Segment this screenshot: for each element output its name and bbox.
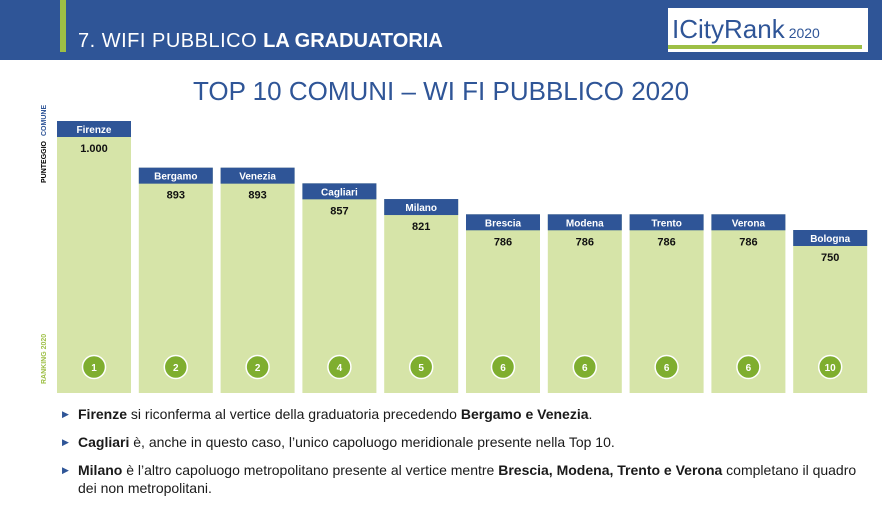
bar-city-label: Venezia bbox=[239, 172, 276, 183]
bullet-text: è, anche in questo caso, l’unico capoluo… bbox=[129, 434, 615, 450]
bullet-list: ▶ Firenze si riconferma al vertice della … bbox=[62, 405, 862, 507]
axis-label-ranking: RANKING 2020 bbox=[41, 333, 48, 384]
section-title-label: LA GRADUATORIA bbox=[263, 30, 443, 52]
bar bbox=[57, 121, 131, 393]
bar-value-label: 786 bbox=[739, 236, 757, 248]
bar-city-label-bg bbox=[466, 214, 540, 231]
bullet-item: ▶ Milano è l’altro capoluogo metropolitan… bbox=[62, 461, 862, 497]
bar-city-label-bg bbox=[138, 167, 213, 184]
bar-value-label: 750 bbox=[821, 252, 839, 264]
bullet-text: si riconferma al vertice della graduator… bbox=[127, 406, 461, 422]
rank-label: 4 bbox=[337, 363, 343, 374]
rank-label: 6 bbox=[746, 363, 752, 374]
rank-circle bbox=[817, 354, 843, 380]
section-title: 7. WIFI PUBBLICO LA GRADUATORIA bbox=[78, 30, 443, 53]
rank-label: 6 bbox=[582, 363, 588, 374]
rank-circle bbox=[408, 354, 434, 380]
rank-label: 2 bbox=[255, 363, 261, 374]
brand-logo-box bbox=[668, 8, 868, 52]
bullet-text: Milano bbox=[78, 462, 123, 478]
bar-city-label-bg bbox=[711, 214, 786, 231]
rank-circle bbox=[490, 354, 516, 380]
rank-circle bbox=[81, 354, 107, 380]
rank-label: 5 bbox=[418, 363, 424, 374]
bar-value-label: 893 bbox=[167, 190, 185, 202]
header-accent-line bbox=[60, 0, 66, 52]
rank-circle bbox=[654, 354, 679, 380]
bar-value-label: 786 bbox=[576, 236, 594, 248]
bullet-item: ▶ Cagliari è, anche in questo caso, l’uni… bbox=[62, 433, 862, 451]
bullet-text: Cagliari bbox=[78, 434, 130, 450]
bar-chart: Firenze 1.000 1 Bergamo 893 2 Venezia 893 2 Cagli… bbox=[57, 121, 868, 393]
rank-circle bbox=[245, 354, 270, 380]
rank-label: 1 bbox=[91, 363, 97, 374]
brand-year: 2020 bbox=[788, 25, 820, 41]
bar-city-label: Verona bbox=[732, 218, 766, 229]
bar-city-label-bg bbox=[302, 183, 377, 200]
rank-circle bbox=[163, 354, 189, 380]
section-number-label: 7. WIFI PUBBLICO bbox=[78, 30, 258, 52]
bar-value-label: 1.000 bbox=[80, 143, 108, 155]
brand-underline bbox=[668, 45, 862, 49]
rank-circle bbox=[572, 354, 598, 380]
bar-city-label: Trento bbox=[651, 218, 682, 229]
bar-value-label: 786 bbox=[657, 236, 675, 248]
bullet-text: . bbox=[588, 406, 593, 422]
rank-label: 2 bbox=[173, 363, 179, 374]
rank-label: 10 bbox=[825, 363, 837, 374]
bar-value-label: 786 bbox=[494, 236, 512, 248]
bar-city-label: Milano bbox=[405, 203, 437, 214]
bullet-item: ▶ Firenze si riconferma al vertice della … bbox=[62, 405, 862, 423]
slide-title: TOP 10 COMUNI – WI FI PUBBLICO 2020 bbox=[192, 76, 690, 106]
bullet-arrow-icon: ▶ bbox=[62, 409, 69, 419]
bullet-text: completano il quadro dei non metropolita… bbox=[78, 462, 857, 496]
rank-label: 6 bbox=[500, 363, 506, 374]
bar-city-label-bg bbox=[547, 214, 622, 231]
bar-city-label-bg bbox=[220, 167, 295, 184]
bar-city-label: Cagliari bbox=[321, 187, 358, 198]
rank-circle bbox=[736, 354, 761, 380]
bullet-text: Bergamo e Venezia bbox=[460, 406, 589, 422]
bar-city-label-bg bbox=[629, 214, 704, 231]
axis-label-punteggio: PUNTEGGIO bbox=[41, 140, 48, 183]
bar-city-label-bg bbox=[793, 230, 868, 246]
bar-value-label: 821 bbox=[412, 221, 430, 233]
axis-label-comune: COMUNE bbox=[41, 104, 48, 136]
bar-value-label: 857 bbox=[330, 205, 348, 217]
bar-city-label: Firenze bbox=[76, 125, 111, 136]
rank-label: 6 bbox=[664, 363, 670, 374]
brand-logo: ICityRank 2020 bbox=[672, 14, 820, 45]
bar-city-label: Bergamo bbox=[154, 172, 197, 183]
bar-value-label: 893 bbox=[248, 190, 266, 202]
bar-city-label-bg bbox=[384, 199, 459, 216]
bar-city-label: Bologna bbox=[810, 234, 850, 245]
brand-name: ICityRank bbox=[672, 14, 785, 44]
bullet-text: Brescia, Modena, Trento e Verona bbox=[498, 462, 723, 478]
bullet-arrow-icon: ▶ bbox=[62, 465, 69, 475]
bar-city-label: Brescia bbox=[485, 218, 522, 229]
bar-city-label-bg bbox=[57, 121, 131, 137]
bar-city-label: Modena bbox=[566, 218, 604, 229]
bullet-text: Firenze bbox=[78, 406, 128, 422]
rank-circle bbox=[327, 354, 352, 380]
bullet-arrow-icon: ▶ bbox=[62, 437, 69, 447]
bullet-text: è l’altro capoluogo metropolitano presen… bbox=[122, 462, 499, 478]
